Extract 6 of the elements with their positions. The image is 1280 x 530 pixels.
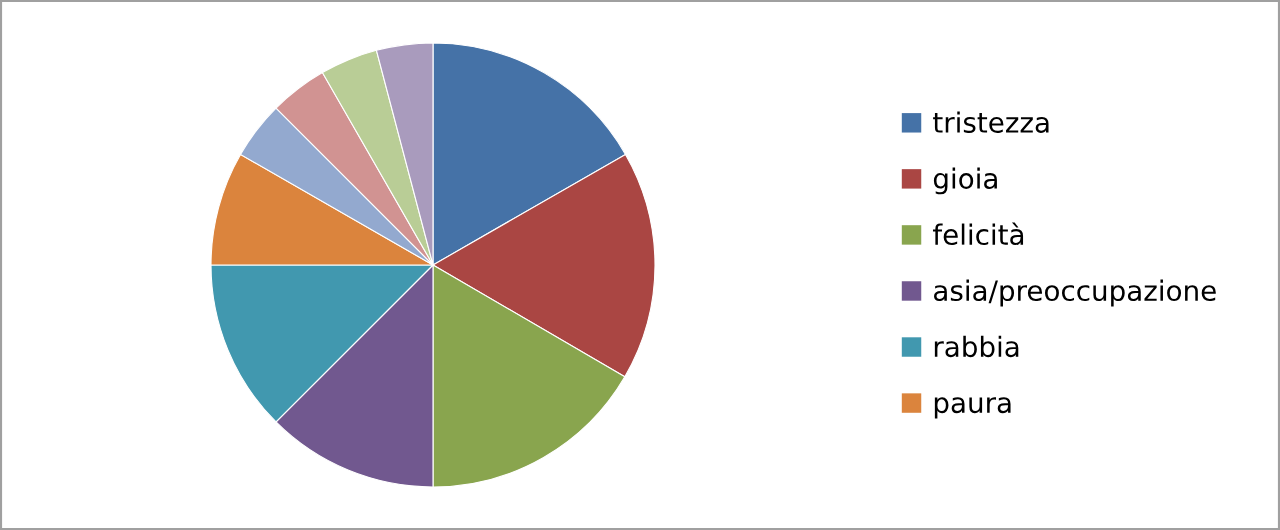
legend-label: asia/preoccupazione <box>934 279 1216 307</box>
legend-label: tristezza <box>933 111 1049 133</box>
legend-label: paura <box>934 397 1011 419</box>
legend-label: felicità <box>932 222 1024 246</box>
legend-label: gioia <box>933 167 997 195</box>
legend-label: rabbia <box>934 335 1019 358</box>
